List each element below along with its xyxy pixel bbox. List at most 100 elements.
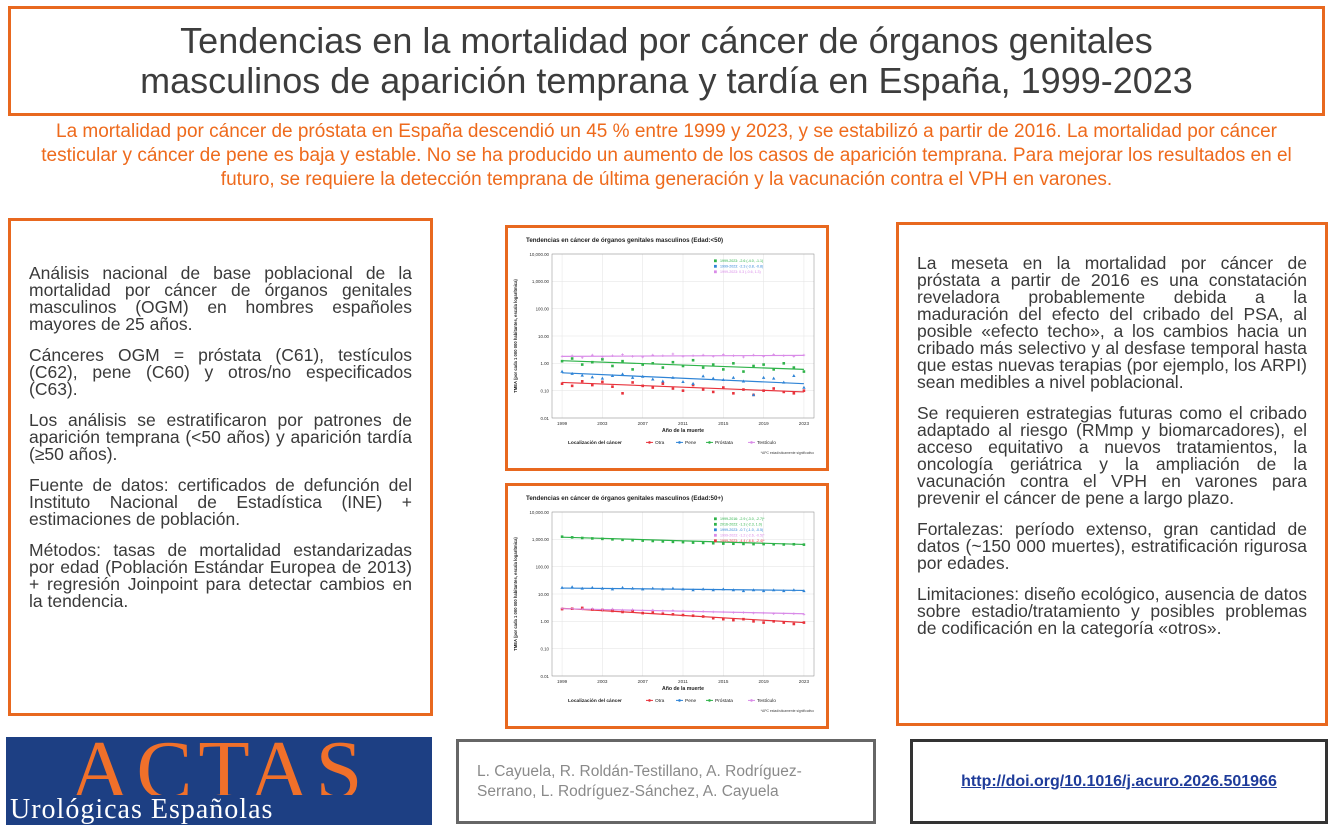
- data-point: [762, 363, 765, 366]
- data-point: [591, 361, 594, 364]
- data-point: [651, 587, 654, 590]
- data-point: [702, 610, 705, 613]
- authors-text: L. Cayuela, R. Roldán-Testillano, A. Rod…: [477, 762, 855, 802]
- data-point: [570, 585, 573, 588]
- y-axis-label: TMEA (por cada 1 000 000 habitantes, esc…: [513, 279, 518, 393]
- data-point: [661, 380, 664, 383]
- legend-label: Pene: [685, 440, 697, 446]
- data-point: [651, 540, 654, 543]
- data-point: [571, 357, 574, 360]
- data-point: [560, 586, 563, 589]
- data-point: [621, 586, 624, 589]
- data-point: [712, 391, 715, 394]
- legend-swatch-dot: [648, 441, 651, 444]
- chart-early-onset-svg: Tendencias en cáncer de órganos genitale…: [508, 228, 826, 468]
- data-point: [762, 612, 765, 615]
- data-point: [712, 363, 715, 366]
- y-tick-label: 1.00: [540, 619, 549, 624]
- data-point: [682, 541, 685, 544]
- data-point: [621, 360, 624, 363]
- legend-swatch-dot: [678, 699, 681, 702]
- data-point: [641, 609, 644, 612]
- y-tick-label: 1,000.00: [532, 279, 550, 284]
- data-point: [802, 386, 805, 389]
- data-point: [742, 618, 745, 621]
- data-point: [792, 374, 795, 377]
- data-point: [692, 541, 695, 544]
- x-axis-label: Año de la muerte: [662, 686, 704, 692]
- x-tick-label: 2007: [638, 421, 649, 426]
- data-point: [651, 386, 654, 389]
- key-summary: La mortalidad por cáncer de próstata en …: [30, 120, 1303, 192]
- data-point: [702, 388, 705, 391]
- methods-paragraph: Cánceres OGM = próstata (C61), testículo…: [29, 347, 412, 398]
- data-point: [631, 587, 634, 590]
- discussion-paragraph: Fortalezas: período extenso, gran cantid…: [917, 521, 1307, 572]
- data-point: [672, 613, 675, 616]
- data-point: [611, 365, 614, 368]
- data-point: [782, 391, 785, 394]
- chart-title: Tendencias en cáncer de órganos genitale…: [526, 237, 723, 244]
- x-tick-label: 2023: [799, 421, 810, 426]
- data-point: [712, 617, 715, 620]
- data-point: [651, 362, 654, 365]
- data-point: [672, 387, 675, 390]
- discussion-paragraph: Se requieren estrategias futuras como el…: [917, 405, 1307, 507]
- data-point: [742, 370, 745, 373]
- y-tick-label: 10,000.00: [529, 252, 549, 257]
- data-point: [742, 543, 745, 546]
- discussion-panel: La meseta en la mortalidad por cáncer de…: [896, 222, 1328, 726]
- data-point: [722, 386, 725, 389]
- data-point: [671, 587, 674, 590]
- legend-entry: 1999-2023: -2.3 (-3.8, -0.8): [720, 265, 763, 269]
- data-point: [672, 361, 675, 364]
- data-point: [561, 382, 564, 385]
- data-point: [631, 368, 634, 371]
- data-point: [692, 354, 695, 357]
- doi-link[interactable]: http://doi.org/10.1016/j.acuro.2026.5019…: [961, 773, 1277, 791]
- legend-entry: 2016-2023: -1.3 (-2.3, 1.0): [720, 523, 762, 527]
- data-point: [662, 610, 665, 613]
- data-point: [591, 384, 594, 387]
- data-point: [702, 615, 705, 618]
- y-tick-label: 10,000.00: [529, 510, 549, 515]
- data-point: [581, 380, 584, 383]
- data-point: [641, 363, 644, 366]
- data-point: [782, 621, 785, 624]
- data-point: [601, 358, 604, 361]
- methods-paragraph: Los análisis se estratificaron por patro…: [29, 412, 412, 463]
- legend-entry: 1999-2023: 0.3 (-0.6, 1.3): [720, 270, 761, 274]
- y-axis-label: TMEA (por cada 1 000 000 habitantes, esc…: [513, 537, 518, 651]
- data-point: [782, 543, 785, 546]
- title-line-2: masculinos de aparición temprana y tardí…: [140, 60, 1193, 101]
- data-point: [732, 354, 735, 357]
- data-point: [803, 370, 806, 373]
- data-point: [742, 611, 745, 614]
- data-point: [752, 543, 755, 546]
- data-point: [682, 365, 685, 368]
- y-tick-label: 0.10: [540, 646, 549, 651]
- data-point: [762, 543, 765, 546]
- poster-title-box: Tendencias en la mortalidad por cáncer d…: [8, 6, 1325, 116]
- legend-label: Testículo: [757, 698, 776, 704]
- legend-marker: [714, 539, 717, 542]
- data-point: [561, 535, 564, 538]
- data-point: [651, 378, 654, 381]
- data-point: [702, 542, 705, 545]
- legend-label: Otra: [655, 698, 665, 704]
- data-point: [772, 620, 775, 623]
- journal-logo: ACTAS Urológicas Españolas: [6, 737, 432, 825]
- y-tick-label: 10.00: [538, 592, 550, 597]
- data-point: [702, 366, 705, 369]
- data-point: [621, 353, 624, 356]
- data-point: [803, 543, 806, 546]
- legend-title: Localización del cáncer: [568, 440, 622, 446]
- data-point: [752, 620, 755, 623]
- data-point: [672, 541, 675, 544]
- y-tick-label: 0.01: [540, 416, 549, 421]
- data-point: [722, 611, 725, 614]
- data-point: [732, 611, 735, 614]
- data-point: [732, 362, 735, 365]
- data-point: [722, 618, 725, 621]
- data-point: [662, 366, 665, 369]
